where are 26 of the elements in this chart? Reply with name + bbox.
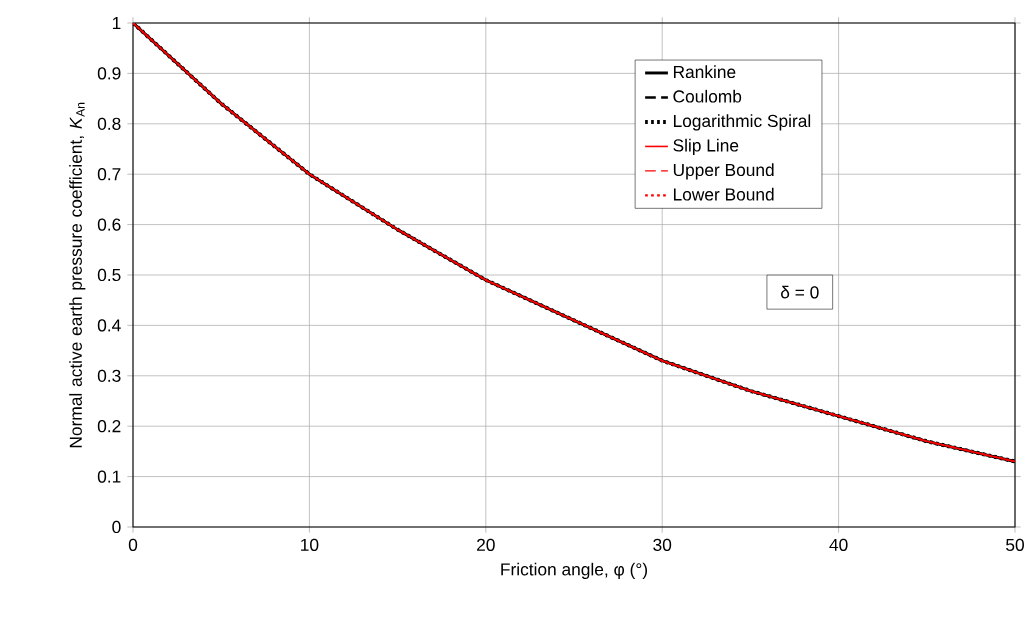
y-tick-label: 0.1: [97, 470, 121, 483]
x-tick-label: 40: [829, 538, 848, 551]
y-tick-label: 0.6: [97, 218, 121, 231]
y-tick-label: 0.3: [97, 369, 121, 382]
x-tick-label: 0: [128, 538, 138, 551]
y-tick-label: 1: [112, 17, 121, 29]
legend-label: Lower Bound: [673, 187, 774, 201]
y-tick-label: 0.9: [97, 67, 121, 80]
y-tick-label: 0.7: [97, 168, 121, 181]
x-tick-label: 20: [477, 538, 495, 551]
legend-label: Slip Line: [673, 138, 739, 156]
x-tick-label: 50: [1006, 538, 1024, 551]
y-tick-label: 0.8: [97, 117, 121, 130]
y-axis-title: Normal active earth pressure coefficient, K$_{An}$: [69, 102, 86, 448]
x-tick-label: 30: [653, 538, 672, 551]
legend-label: Logarithmic Spiral: [673, 114, 811, 131]
x-axis-title: Friction angle, φ (°): [501, 562, 648, 579]
y-tick-label: 0.4: [97, 319, 121, 332]
legend-label: Coulomb: [673, 89, 742, 103]
annotation: δ = 0: [781, 285, 819, 299]
x-tick-label: 10: [301, 538, 319, 551]
legend-label: Upper Bound: [673, 163, 774, 180]
legend-label: Rankine: [673, 65, 736, 79]
y-tick-label: 0: [112, 520, 121, 534]
y-tick-label: 0.2: [97, 420, 121, 433]
y-tick-label: 0.5: [97, 268, 121, 282]
